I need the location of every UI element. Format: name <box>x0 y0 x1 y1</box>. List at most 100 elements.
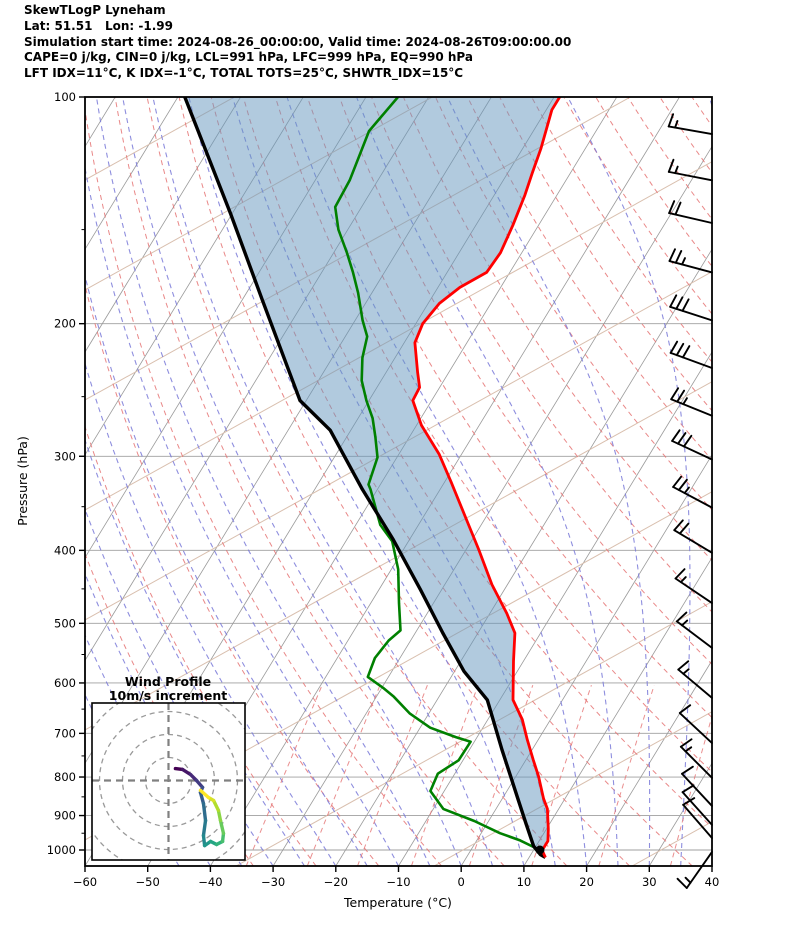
barb-half <box>681 257 686 266</box>
wind-barb <box>667 158 713 182</box>
isotherm-line <box>335 248 712 866</box>
x-tick-label: 10 <box>517 875 532 889</box>
y-tick-label: 500 <box>54 616 76 630</box>
sim-time-line: Simulation start time: 2024-08-26_00:00:… <box>24 34 572 49</box>
aux-line <box>433 711 712 866</box>
x-tick-label: 0 <box>458 875 465 889</box>
x-tick-label: −10 <box>386 875 410 889</box>
moist-adiabat-line <box>188 97 525 866</box>
isotherm-line <box>85 97 179 251</box>
moist-adiabat-line <box>743 98 794 866</box>
dry-adiabat-line <box>725 98 794 866</box>
mixing-ratio-line <box>468 685 534 866</box>
hodograph-trace-segment <box>198 790 206 806</box>
moist-adiabat-line <box>85 438 305 866</box>
barb-full <box>669 340 679 354</box>
moist-adiabat-line <box>356 97 619 866</box>
hodograph-inset <box>91 702 246 861</box>
dry-adiabat-line <box>114 97 505 866</box>
x-tick-label: −50 <box>136 875 160 889</box>
isotherm-line <box>272 145 712 866</box>
moist-adiabat-line <box>96 97 431 866</box>
barb-full <box>681 345 691 359</box>
dry-adiabat-line <box>563 97 712 315</box>
dry-adiabat-line <box>85 106 442 866</box>
x-tick-label: −30 <box>261 875 285 889</box>
y-tick-label: 900 <box>54 809 76 823</box>
indices-line: LFT IDX=11°C, K IDX=-1°C, TOTAL TOTS=25°… <box>24 66 464 81</box>
wind-barb <box>667 113 713 136</box>
dewpoint-curve <box>333 97 547 859</box>
hodograph-subtitle: 10m/s increment <box>109 688 227 703</box>
barb-half <box>684 746 693 753</box>
wind-barb <box>672 475 713 509</box>
x-tick-label: 20 <box>579 875 594 889</box>
barb-full <box>671 429 681 442</box>
dry-adiabat-line <box>178 97 630 866</box>
sounding-curves <box>183 97 561 859</box>
wind-barb <box>677 660 713 699</box>
x-tick-label: −40 <box>198 875 222 889</box>
dry-adiabat-line <box>531 97 712 363</box>
x-tick-label: 30 <box>642 875 657 889</box>
barb-full <box>667 113 675 128</box>
wind-barb <box>673 519 713 554</box>
barb-full <box>677 660 690 671</box>
wind-barb <box>675 611 713 649</box>
barb-half <box>679 576 687 584</box>
hodograph-title: Wind Profile <box>125 674 211 689</box>
moist-adiabat-line <box>708 97 712 866</box>
barb-full <box>675 611 688 623</box>
wind-barb <box>678 704 713 744</box>
latlon-line: Lat: 51.51 Lon: -1.99 <box>24 18 173 33</box>
hodograph-trace-segment <box>201 818 208 838</box>
barb-full <box>668 248 676 263</box>
barb-full <box>676 389 686 403</box>
barb-full <box>676 877 688 889</box>
barb-full <box>673 519 684 532</box>
barb-staff <box>678 712 713 744</box>
isotherm-line <box>85 97 241 353</box>
y-tick-label: 600 <box>54 676 76 690</box>
barb-full <box>682 797 696 806</box>
y-tick-label: 1000 <box>47 843 76 857</box>
hodograph-trace-segment <box>201 801 208 823</box>
isotherm-line <box>460 454 712 866</box>
moist-adiabat-line <box>152 97 494 866</box>
plot-title: SkewTLogP Lyneham <box>24 3 166 17</box>
y-tick-label: 200 <box>54 317 76 331</box>
aux-line <box>85 271 712 621</box>
temperature-curve <box>411 97 561 858</box>
wind-barb <box>670 387 713 417</box>
y-axis-label: Pressure (hPa) <box>15 436 30 526</box>
dry-adiabat-line <box>659 97 712 174</box>
hodograph-border <box>91 702 246 861</box>
mixing-ratio-line <box>245 685 323 866</box>
y-tick-label: 100 <box>54 90 76 104</box>
wind-barb-column <box>667 113 713 889</box>
isotherm-line <box>523 556 712 866</box>
barb-half <box>681 619 689 627</box>
barb-half <box>682 397 688 406</box>
barb-half <box>684 876 692 884</box>
dry-adiabat-line <box>789 98 794 866</box>
barb-full <box>678 522 690 535</box>
barb-full <box>668 200 676 215</box>
wind-barb <box>674 568 713 605</box>
barb-full <box>681 298 690 312</box>
barb-half <box>683 486 690 495</box>
moist-adiabat-line <box>567 97 691 866</box>
barb-full <box>670 387 680 401</box>
dry-adiabat-line <box>757 98 794 866</box>
barb-full <box>674 568 686 580</box>
barb-half <box>674 165 679 175</box>
barb-staff <box>681 772 713 807</box>
mixing-ratio-line <box>306 685 381 866</box>
y-tick-label: 700 <box>54 726 76 740</box>
aux-line <box>85 97 434 291</box>
wind-barb <box>681 765 713 807</box>
barb-full <box>667 158 675 173</box>
wind-barb <box>682 797 713 839</box>
dry-adiabat-line <box>499 97 712 412</box>
dry-adiabat-line <box>595 97 712 268</box>
